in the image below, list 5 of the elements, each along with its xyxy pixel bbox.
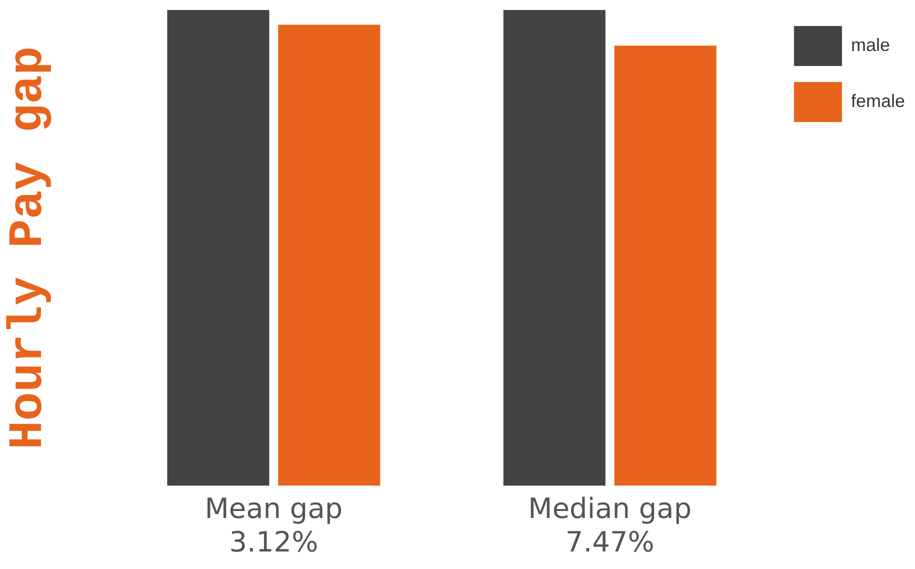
legend-label: female <box>850 90 906 111</box>
y-axis-title: Hourly Pay gap <box>2 46 56 450</box>
x-tick-label: Mean gap 3.12% <box>204 492 343 558</box>
x-tick-label: Median gap 7.47% <box>528 492 692 558</box>
legend-label: male <box>850 34 890 55</box>
